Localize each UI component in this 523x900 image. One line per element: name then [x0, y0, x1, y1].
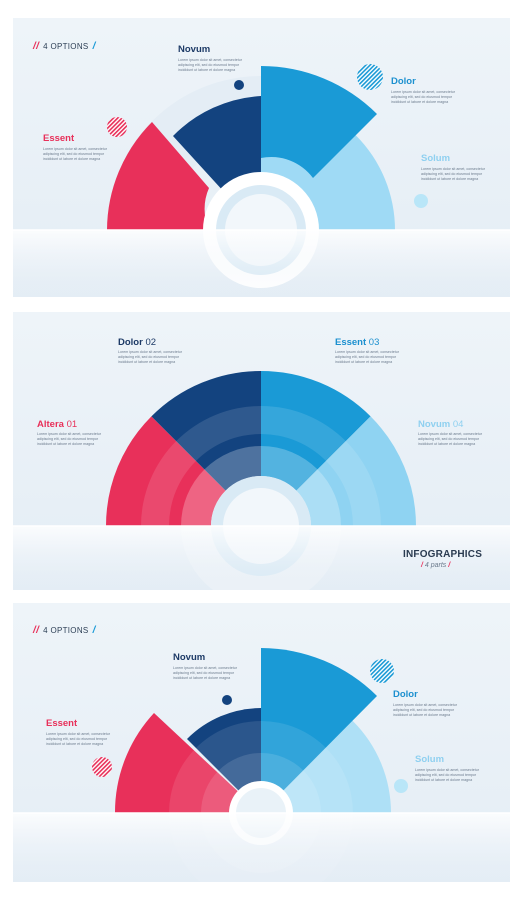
- options-label: // 4 OPTIONS /: [33, 41, 96, 52]
- text-novum: Lorem ipsum dolor sit amet, consectetur …: [418, 432, 482, 447]
- diagram-panel-2: Dolor 02 Lorem ipsum dolor sit amet, con…: [13, 312, 510, 590]
- segment-essent: [114, 713, 262, 813]
- label-solum: Solum: [415, 754, 445, 765]
- segment-novum: [187, 708, 261, 813]
- text-essent: Lorem ipsum dolor sit amet, consectetur …: [43, 147, 107, 162]
- dot-icon: [414, 194, 428, 208]
- segment-novum: [296, 416, 416, 526]
- label-essent: Essent 03: [335, 337, 380, 348]
- text-essent: Lorem ipsum dolor sit amet, consectetur …: [335, 350, 399, 365]
- label-solum: Solum: [421, 153, 451, 164]
- label-altera: Altera 01: [37, 419, 78, 430]
- striped-circle-icon: [357, 64, 383, 90]
- text-solum: Lorem ipsum dolor sit amet, consectetur …: [421, 167, 485, 182]
- segment-novum: [173, 96, 261, 193]
- pie-diagram-1: [13, 64, 510, 297]
- parts-label: / 4 parts /: [421, 562, 451, 569]
- text-novum: Lorem ipsum dolor sit amet, consectetur …: [173, 666, 237, 681]
- segment-essent: [261, 371, 371, 491]
- striped-circle-icon: [107, 117, 127, 137]
- label-dolor: Dolor 02: [118, 337, 157, 348]
- label-dolor: Dolor: [393, 689, 418, 700]
- slash-icon: //: [33, 625, 40, 636]
- slash-icon: /: [421, 562, 423, 569]
- diagram-panel-3: // 4 OPTIONS / Novum Lorem ipsum dolor s…: [13, 603, 510, 882]
- text-dolor: Lorem ipsum dolor sit amet, consectetur …: [391, 90, 455, 105]
- label-essent: Essent: [46, 718, 78, 729]
- options-label: // 4 OPTIONS /: [33, 625, 96, 636]
- segment-altera: [106, 416, 226, 526]
- diagram-panel-1: // 4 OPTIONS / Novum Lorem ipsum dolor s…: [13, 18, 510, 297]
- text-altera: Lorem ipsum dolor sit amet, consectetur …: [37, 432, 101, 447]
- text-dolor: Lorem ipsum dolor sit amet, consectetur …: [393, 703, 457, 718]
- segment-dolor: [261, 648, 377, 813]
- label-essent: Essent: [43, 133, 75, 144]
- label-dolor: Dolor: [391, 76, 416, 87]
- slash-icon: /: [92, 625, 96, 636]
- pie-diagram-2: [13, 371, 510, 590]
- segment-essent: [107, 122, 209, 230]
- label-novum: Novum: [173, 652, 206, 663]
- striped-circle-icon: [370, 659, 394, 683]
- text-essent: Lorem ipsum dolor sit amet, consectetur …: [46, 732, 110, 747]
- label-novum: Novum: [178, 44, 211, 55]
- pie-diagram-3: [13, 648, 510, 882]
- infographics-title: INFOGRAPHICS: [403, 549, 483, 560]
- text-novum: Lorem ipsum dolor sit amet, consectetur …: [178, 58, 242, 73]
- segment-dolor: [151, 371, 261, 491]
- dot-icon: [222, 695, 232, 705]
- dot-icon: [234, 80, 244, 90]
- striped-circle-icon: [92, 757, 112, 777]
- segment-dolor: [261, 65, 377, 178]
- slash-icon: /: [448, 562, 451, 569]
- label-novum: Novum 04: [418, 419, 464, 430]
- dot-icon: [394, 779, 408, 793]
- text-dolor: Lorem ipsum dolor sit amet, consectetur …: [118, 350, 182, 365]
- text-solum: Lorem ipsum dolor sit amet, consectetur …: [415, 768, 479, 783]
- slash-icon: //: [33, 41, 40, 52]
- slash-icon: /: [92, 41, 96, 52]
